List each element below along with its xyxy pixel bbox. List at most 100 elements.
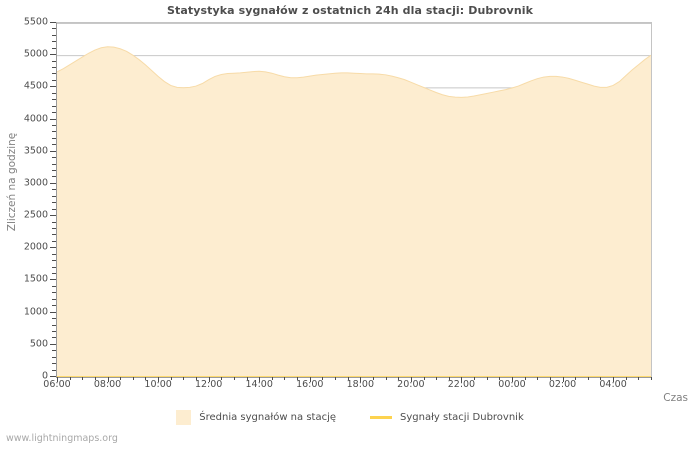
y-axis-title: Zliczeń na godzinę [6,132,18,232]
y-axis-label: 1500 [23,273,48,285]
y-axis-label: 2500 [23,209,48,221]
x-axis-minor-tick [284,377,285,380]
y-axis-minor-tick [52,106,56,107]
y-axis-label: 5000 [23,48,48,60]
x-axis-minor-tick [600,377,601,380]
y-axis-minor-tick [52,234,56,235]
x-axis-tick [411,377,412,382]
y-axis-tick-labels: 0 500 1000 1500 2000 2500 3000 3500 4000 4500 5000… [0,17,48,382]
x-axis-minor-tick [638,377,639,380]
chart-title: Statystyka sygnałów z ostatnich 24h dla … [166,4,534,17]
x-axis-minor-tick [424,377,425,380]
y-axis-label: 4500 [23,80,48,92]
y-axis-minor-tick [52,241,56,242]
y-axis-tick [50,215,56,216]
y-axis-minor-tick [52,286,56,287]
x-axis-minor-tick [525,377,526,380]
x-axis-label: 08:00 [93,379,122,390]
y-axis-minor-tick [52,202,56,203]
y-axis-tick [50,279,56,280]
legend-label: Średnia sygnałów na stację [199,412,337,423]
y-axis-minor-tick [52,41,56,42]
x-axis-minor-tick [171,377,172,380]
y-axis-minor-tick [52,363,56,364]
x-axis-minor-tick [449,377,450,380]
x-axis-minor-tick [183,377,184,380]
x-axis-label: 06:00 [43,379,71,390]
legend-area-swatch [176,410,192,425]
x-axis-label: 10:00 [144,379,172,390]
y-axis-minor-tick [52,131,56,132]
x-axis-tick [512,377,513,382]
x-axis-minor-tick [70,377,71,380]
x-axis-minor-tick [234,377,235,380]
y-axis-minor-tick [52,28,56,29]
y-axis-label: 3000 [23,177,48,189]
y-axis-minor-tick [52,273,56,274]
chart-legend: Średnia sygnałów na stację Sygnały stacji… [0,410,700,425]
x-axis-label: 12:00 [194,379,223,390]
x-axis-minor-tick [499,377,500,380]
y-axis-minor-tick [52,350,56,351]
y-axis-minor-tick [52,48,56,49]
y-axis-minor-tick [52,176,56,177]
x-axis-label: 02:00 [548,379,577,390]
y-axis-label: 1000 [23,306,48,318]
footer-credit: www.lightningmaps.org [6,433,118,444]
y-axis-minor-tick [52,189,56,190]
legend-label: Sygnały stacji Dubrovnik [400,412,524,423]
y-axis-tick [50,86,56,87]
x-axis-minor-tick [221,377,222,380]
x-axis-minor-tick [82,377,83,380]
y-axis-tick [50,151,56,152]
x-axis-label: 22:00 [447,379,476,390]
x-axis-tick [209,377,210,382]
y-axis-tick [50,247,56,248]
x-axis-tick [360,377,361,382]
legend-item[interactable]: Sygnały stacji Dubrovnik [370,412,524,423]
y-axis-minor-tick [52,370,56,371]
y-axis-label: 0 [41,370,48,382]
y-axis-tick [50,119,56,120]
y-axis-minor-tick [52,254,56,255]
y-axis-minor-tick [52,209,56,210]
y-axis-minor-tick [52,292,56,293]
x-axis-tick [563,377,564,382]
legend-line-swatch [370,416,393,419]
x-axis-title: Czas [663,392,688,404]
y-axis-minor-tick [52,318,56,319]
average-signals-outline [57,46,651,98]
y-axis-minor-tick [52,73,56,74]
y-axis-minor-tick [52,164,56,165]
x-axis-minor-tick [487,377,488,380]
y-axis-minor-tick [52,170,56,171]
y-axis-label: 4000 [23,113,48,125]
legend-item[interactable]: Średnia sygnałów na stację [176,410,336,425]
y-axis-tick [50,344,56,345]
y-axis-minor-tick [52,222,56,223]
x-axis-tick [461,377,462,382]
y-axis-minor-tick [52,138,56,139]
x-axis-minor-tick [651,377,652,380]
y-axis-tick [50,183,56,184]
x-axis-tick [57,377,58,382]
x-axis-minor-tick [386,377,387,380]
y-axis-minor-tick [52,61,56,62]
y-axis-label: 500 [29,338,48,350]
x-axis-minor-tick [335,377,336,380]
x-axis-minor-tick [348,377,349,380]
y-axis-tick [50,54,56,55]
x-axis-minor-tick [272,377,273,380]
x-axis-minor-tick [322,377,323,380]
y-axis-tick [50,376,56,377]
x-axis-minor-tick [575,377,576,380]
x-axis-minor-tick [537,377,538,380]
x-axis-label: 20:00 [397,379,425,390]
x-axis-tick-labels: 06:00 08:00 10:00 12:00 14:00 16:00 18:00 20:00… [0,379,700,393]
x-axis-tick [310,377,311,382]
x-axis-minor-tick [626,377,627,380]
y-axis-minor-tick [52,157,56,158]
y-axis-tick [50,22,56,23]
x-axis-minor-tick [588,377,589,380]
x-axis-minor-tick [247,377,248,380]
